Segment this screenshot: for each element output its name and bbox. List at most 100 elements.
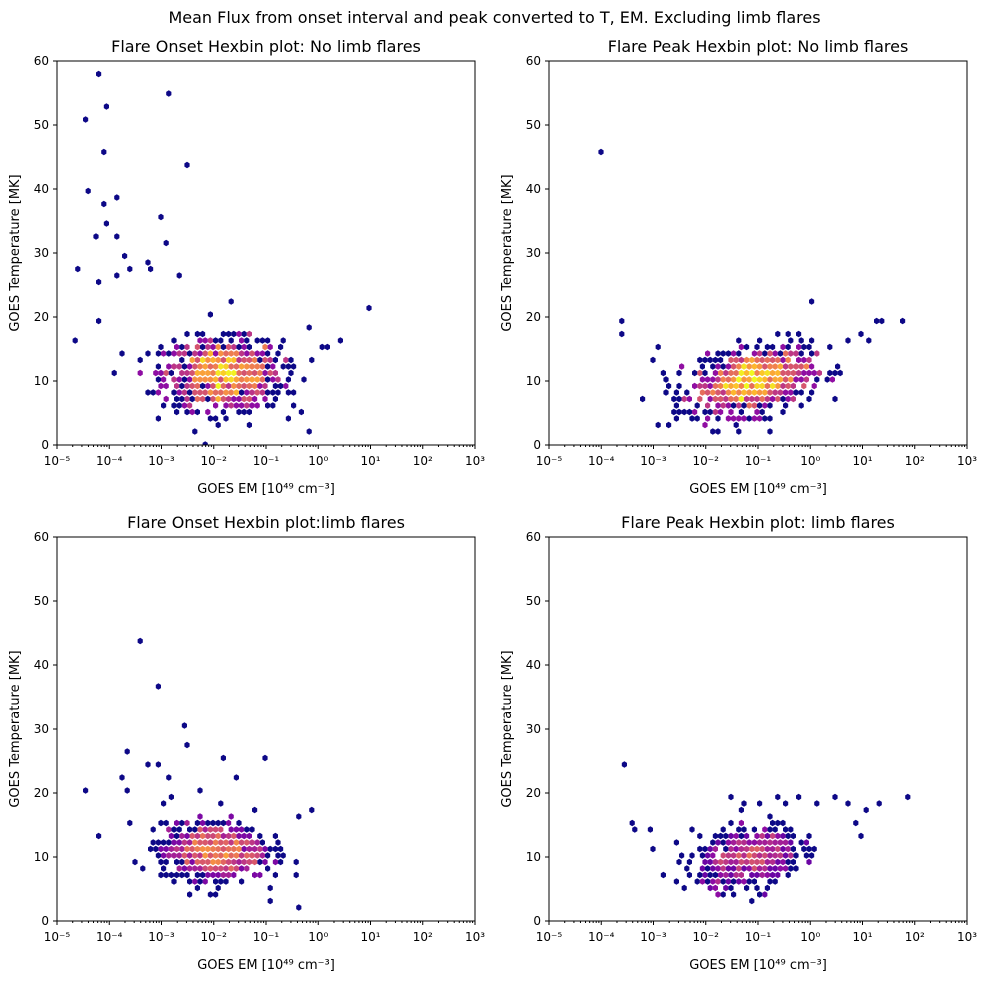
- hexbin-cell: [754, 369, 760, 377]
- hexbin-cell: [837, 369, 843, 377]
- hexbin-cell: [207, 415, 213, 422]
- hexbin-cell: [202, 337, 208, 344]
- hexbin-cell: [757, 350, 763, 357]
- hexbin-cell: [798, 402, 804, 409]
- hexbin-cell: [306, 428, 312, 435]
- x-tick-label: 10⁻²: [201, 930, 228, 944]
- hexbin-cell: [259, 389, 265, 396]
- hexbin-cell: [650, 845, 656, 853]
- hexbin-cell: [754, 356, 760, 364]
- hexbin-cell: [137, 369, 143, 377]
- hexbin-cell: [832, 793, 838, 801]
- hexbin-cell: [731, 363, 737, 370]
- hexbin-cell: [239, 402, 245, 409]
- hexbin-cell: [757, 363, 763, 370]
- hexbin-cell: [103, 103, 109, 110]
- hexbin-cell: [213, 865, 219, 872]
- hexbin-cell: [793, 852, 799, 859]
- hexbin-cell: [278, 343, 284, 351]
- hexbin-cell: [83, 787, 89, 794]
- hexbin-cell: [233, 363, 239, 370]
- hexbin-cell: [184, 832, 190, 840]
- hexbin-cell: [291, 402, 297, 409]
- hexbin-cell: [876, 800, 882, 807]
- hexbin-cell: [699, 878, 705, 885]
- hexbin-cell: [197, 337, 203, 344]
- hexbin-cell: [179, 369, 185, 377]
- hexbin-cell: [215, 871, 221, 879]
- hexbin-cell: [200, 395, 206, 403]
- hexbin-cell: [202, 376, 208, 383]
- hexbin-cell: [705, 389, 711, 396]
- hexbin-cell: [236, 343, 242, 351]
- hexbin-cell: [176, 402, 182, 409]
- hexbin-cell: [181, 865, 187, 872]
- hexbin-cell: [728, 832, 734, 840]
- hexbin-cell: [863, 806, 869, 814]
- hexbin-cell: [775, 793, 781, 801]
- hexbin-cell: [705, 865, 711, 872]
- hexbin-cell: [738, 395, 744, 403]
- panel-title: Flare Onset Hexbin plot:limb flares: [127, 513, 405, 532]
- x-tick-label: 10⁻⁵: [536, 930, 563, 944]
- y-tick-label: 30: [34, 722, 49, 736]
- hexbin-cell: [788, 363, 794, 370]
- hexbin-cell: [249, 376, 255, 383]
- hexbin-cell: [783, 800, 789, 807]
- hexbin-cell: [666, 382, 672, 390]
- hexbin-cell: [707, 858, 713, 866]
- hexbin-cell: [207, 389, 213, 396]
- hexbin-cell: [720, 376, 726, 383]
- hexbin-cell: [161, 839, 167, 846]
- hexbin-cell: [228, 363, 234, 370]
- hexbin-cell: [715, 878, 721, 885]
- hexbin-cell: [754, 832, 760, 840]
- hexbin-cell: [233, 852, 239, 859]
- hexbin-cell: [744, 832, 750, 840]
- hexbin-cell: [176, 839, 182, 846]
- hexbin-cell: [712, 858, 718, 866]
- y-tick-label: 10: [34, 850, 49, 864]
- hexbin-cell: [767, 865, 773, 872]
- hexbin-cell: [697, 395, 703, 403]
- hexbin-cell: [777, 389, 783, 396]
- panel-title: Flare Peak Hexbin plot: limb flares: [621, 513, 895, 532]
- hexbin-cell: [197, 839, 203, 846]
- hexbin-cell: [215, 421, 221, 429]
- hexbin-cell: [239, 376, 245, 383]
- hexbin-cell: [814, 376, 820, 383]
- hexbin-cell: [780, 845, 786, 853]
- hexbin-cell: [254, 389, 260, 396]
- hexbin-cell: [96, 832, 102, 840]
- hexbin-cell: [179, 845, 185, 853]
- hexbin-cell: [759, 408, 765, 416]
- hexbin-cell: [163, 382, 169, 390]
- hexbin-cell: [741, 800, 747, 807]
- y-tick-label: 20: [526, 310, 541, 324]
- hexbin-cell: [809, 389, 815, 396]
- hexbin-cell: [793, 363, 799, 370]
- hexbin-cell: [231, 382, 237, 390]
- y-tick-label: 40: [34, 658, 49, 672]
- hexbin-cell: [197, 826, 203, 833]
- y-tick-label: 40: [34, 182, 49, 196]
- hexbin-cell: [733, 369, 739, 377]
- hexbin-cell: [158, 871, 164, 879]
- hexbin-cell: [213, 415, 219, 422]
- hexbin-cell: [731, 865, 737, 872]
- hexbin-cell: [806, 395, 812, 403]
- hexbin-cell: [207, 826, 213, 833]
- hexbin-cell: [689, 826, 695, 833]
- hexbin-cell: [223, 878, 229, 885]
- hexbin-cell: [202, 441, 208, 445]
- hexbin-cell: [285, 376, 291, 383]
- y-tick-label: 60: [34, 530, 49, 544]
- hexbin-cell: [205, 382, 211, 390]
- hexbin-cell: [738, 845, 744, 853]
- hexbin-cell: [738, 819, 744, 827]
- hexbin-cell: [712, 369, 718, 377]
- hexbin-cell: [845, 337, 851, 344]
- hexbin-cell: [192, 376, 198, 383]
- hexbin-cell: [770, 858, 776, 866]
- hexbin-cell: [619, 330, 625, 338]
